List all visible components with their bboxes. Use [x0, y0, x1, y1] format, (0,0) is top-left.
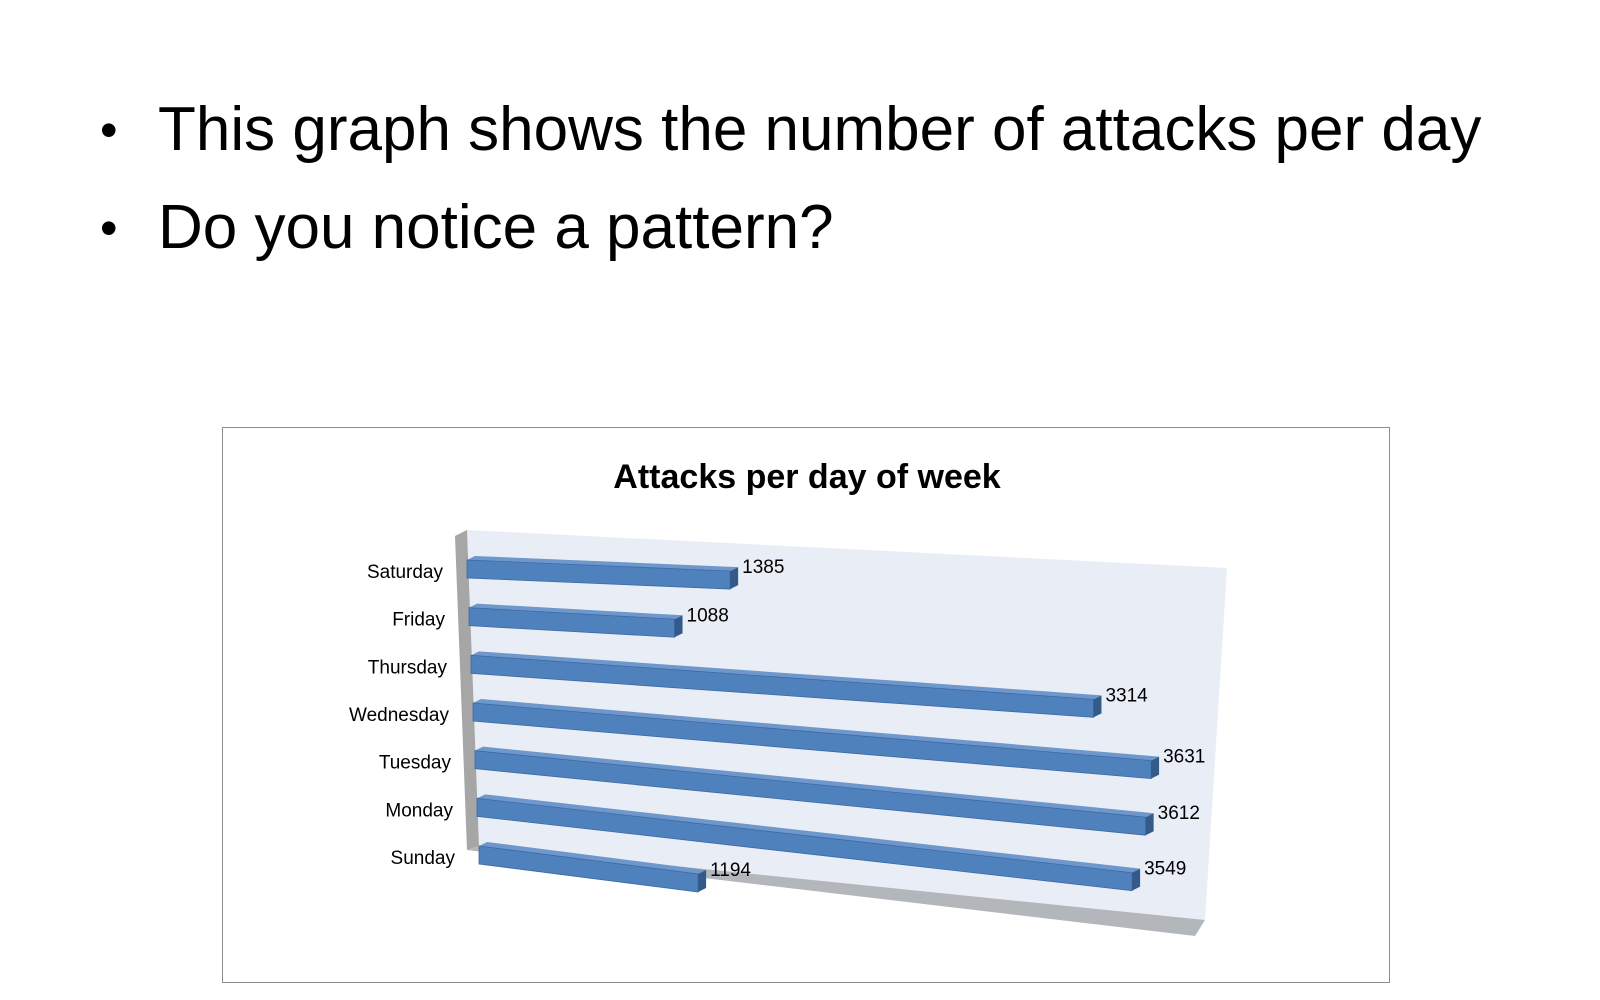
category-label: Wednesday: [349, 705, 449, 726]
bar-monday: [476, 794, 1141, 892]
category-label: Friday: [392, 610, 445, 631]
value-label: 3612: [1158, 803, 1200, 824]
category-label: Thursday: [368, 657, 448, 678]
bullet-item: • This graph shows the number of attacks…: [100, 88, 1500, 172]
category-label: Saturday: [367, 562, 444, 583]
bar-end-face: [698, 869, 707, 892]
value-label: 1194: [710, 860, 751, 881]
bar-saturday: [466, 556, 739, 590]
bar-top-face: [469, 603, 683, 620]
category-label: Sunday: [391, 848, 456, 869]
bullet-dot-icon: •: [100, 200, 118, 256]
bullet-item: • Do you notice a pattern?: [100, 186, 1500, 270]
bar-front-face: [468, 607, 675, 638]
bar-front-face: [476, 797, 1133, 892]
bar-end-face: [674, 615, 683, 638]
category-label: Tuesday: [379, 753, 452, 774]
bar-end-face: [1132, 868, 1141, 891]
bar-wednesday: [472, 699, 1160, 780]
bullet-dot-icon: •: [100, 102, 118, 158]
bar-end-face: [1151, 756, 1160, 779]
bullet-text: Do you notice a pattern?: [158, 193, 834, 262]
bar-top-face: [467, 556, 739, 572]
value-label: 3549: [1144, 859, 1186, 880]
value-label: 1088: [687, 605, 729, 626]
chart-frame: Attacks per day of week Saturday 1385 Frid…: [222, 427, 1390, 983]
value-label: 3631: [1163, 747, 1205, 768]
bar-top-face: [473, 699, 1160, 761]
chart-side-wall: [455, 530, 479, 850]
chart-title: Attacks per day of week: [613, 458, 1000, 496]
bar-front-face: [470, 654, 1094, 718]
bar-end-face: [1145, 813, 1154, 836]
value-label: 1385: [742, 557, 784, 578]
bar-top-face: [475, 746, 1154, 818]
bar-thursday: [470, 651, 1102, 718]
bar-top-face: [477, 794, 1141, 873]
bullet-list: • This graph shows the number of attacks…: [100, 88, 1500, 284]
bar-front-face: [474, 750, 1147, 836]
bar-tuesday: [474, 746, 1154, 836]
category-label: Monday: [385, 800, 453, 821]
bar-end-face: [730, 567, 739, 590]
chart-bars: [466, 556, 1160, 893]
bar-sunday: [478, 842, 707, 893]
bar-top-face: [471, 651, 1102, 700]
value-label: 3314: [1105, 685, 1148, 706]
bullet-text: This graph shows the number of attacks p…: [158, 95, 1482, 164]
bar-end-face: [1093, 695, 1102, 718]
chart-labels: Saturday 1385 Friday 1088 Thursday 3314 Wednes…: [349, 557, 1205, 881]
bar-chart: Attacks per day of week Saturday 1385 Frid…: [349, 458, 1227, 936]
bar-front-face: [466, 559, 731, 590]
bar-friday: [468, 603, 683, 638]
bar-top-face: [479, 842, 707, 874]
